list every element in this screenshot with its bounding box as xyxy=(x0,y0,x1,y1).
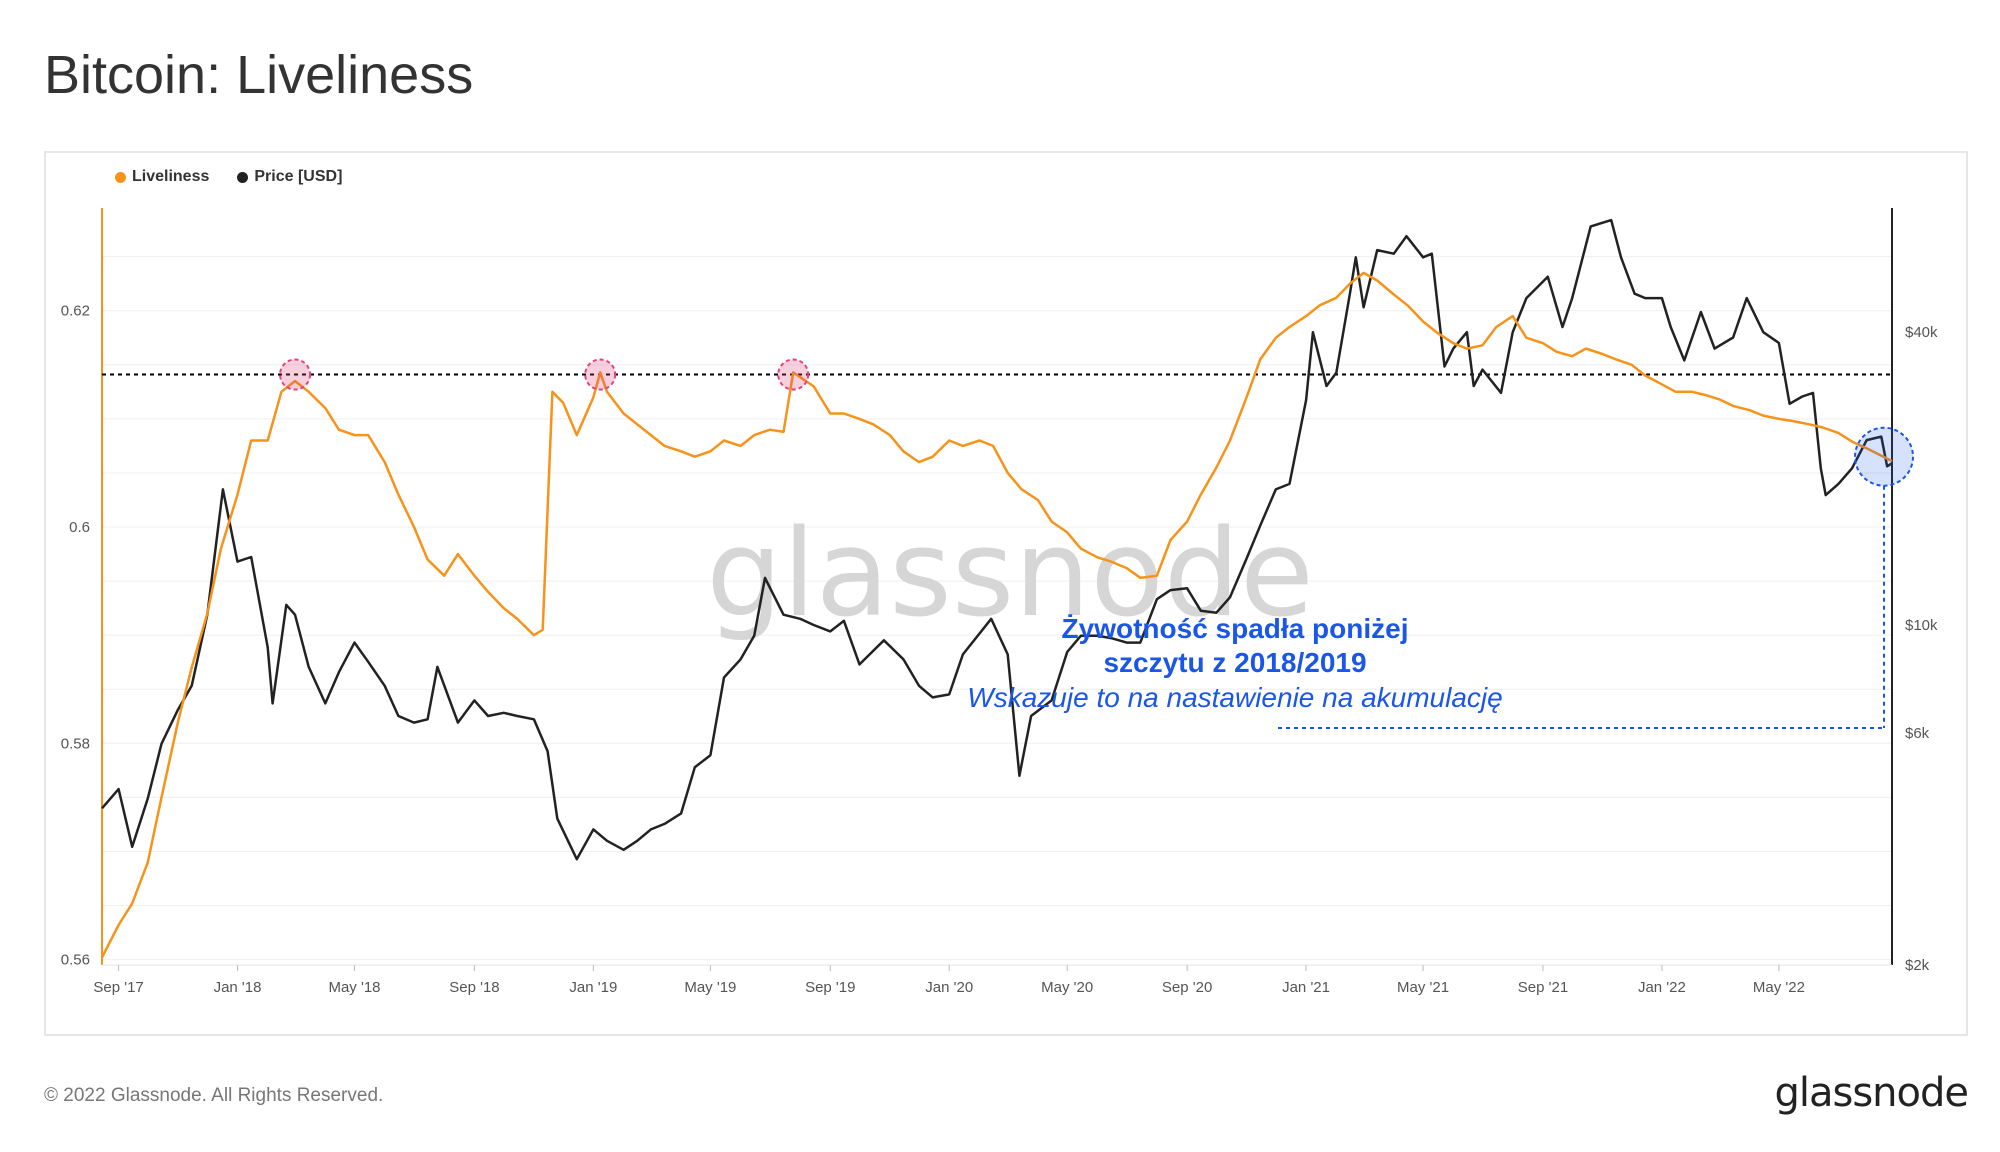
legend-dot-price xyxy=(237,171,249,183)
legend-item-price[interactable]: Price [USD] xyxy=(237,168,342,186)
x-tick-label: Jan '19 xyxy=(569,979,617,996)
legend-item-liveliness[interactable]: Liveliness xyxy=(115,168,209,186)
price-series-line xyxy=(101,218,1893,861)
y-left-tick-label: 0.58 xyxy=(61,735,90,752)
current-marker xyxy=(1854,426,1914,487)
copyright-footer: © 2022 Glassnode. All Rights Reserved. xyxy=(44,1085,384,1106)
x-tick-label: Sep '19 xyxy=(805,979,855,996)
x-tick-label: May '18 xyxy=(328,979,380,996)
grid-lines xyxy=(102,256,1892,961)
x-tick-label: Jan '22 xyxy=(1638,979,1686,996)
chart-legend: Liveliness Price [USD] xyxy=(115,168,342,186)
y-right-tick-label: $10k xyxy=(1905,617,1938,634)
y-left-tick-label: 0.56 xyxy=(61,952,90,969)
y-right-tick-label: $6k xyxy=(1905,725,1930,742)
legend-label-liveliness: Liveliness xyxy=(132,168,210,185)
y-right-tick-label: $40k xyxy=(1905,324,1938,341)
annotation-line-2: szczytu z 2018/2019 xyxy=(1103,647,1367,678)
x-tick-label: May '19 xyxy=(684,979,736,996)
x-ticks: Sep '17 Jan '18 May '18 Sep '18 Jan '19 May '… xyxy=(93,965,1805,996)
liveliness-series-line xyxy=(100,271,1893,958)
legend-label-price: Price [USD] xyxy=(254,168,343,185)
markers xyxy=(279,358,1914,487)
peak-marker xyxy=(279,358,312,391)
y-left-tick-label: 0.6 xyxy=(69,519,90,536)
x-tick-label: May '22 xyxy=(1753,979,1805,996)
x-tick-label: Sep '18 xyxy=(449,979,499,996)
y-right-ticks: $2k $6k $10k $40k xyxy=(1905,324,1938,974)
brand-logo[interactable]: glassnode xyxy=(1774,1070,1969,1116)
y-left-tick-label: 0.62 xyxy=(61,303,90,320)
x-tick-label: Sep '21 xyxy=(1518,979,1568,996)
annotation-line-1: Żywotność spadła poniżej xyxy=(1061,613,1409,644)
x-tick-label: May '20 xyxy=(1041,979,1093,996)
x-tick-label: May '21 xyxy=(1397,979,1449,996)
peak-marker xyxy=(584,358,617,391)
legend-dot-liveliness xyxy=(115,171,126,183)
annotation-line-3: Wskazuje to na nastawienie na akumulację xyxy=(967,682,1503,713)
x-tick-label: Jan '18 xyxy=(214,979,262,996)
y-right-tick-label: $2k xyxy=(1905,957,1930,974)
x-tick-label: Jan '21 xyxy=(1282,979,1330,996)
peak-marker xyxy=(777,358,810,391)
x-tick-label: Jan '20 xyxy=(925,979,973,996)
x-tick-label: Sep '17 xyxy=(93,979,143,996)
annotation-box: Żywotność spadła poniżej szczytu z 2018/… xyxy=(790,612,1680,716)
y-left-ticks: 0.56 0.58 0.6 0.62 xyxy=(61,303,90,969)
x-tick-label: Sep '20 xyxy=(1162,979,1212,996)
page-title: Bitcoin: Liveliness xyxy=(44,45,474,105)
